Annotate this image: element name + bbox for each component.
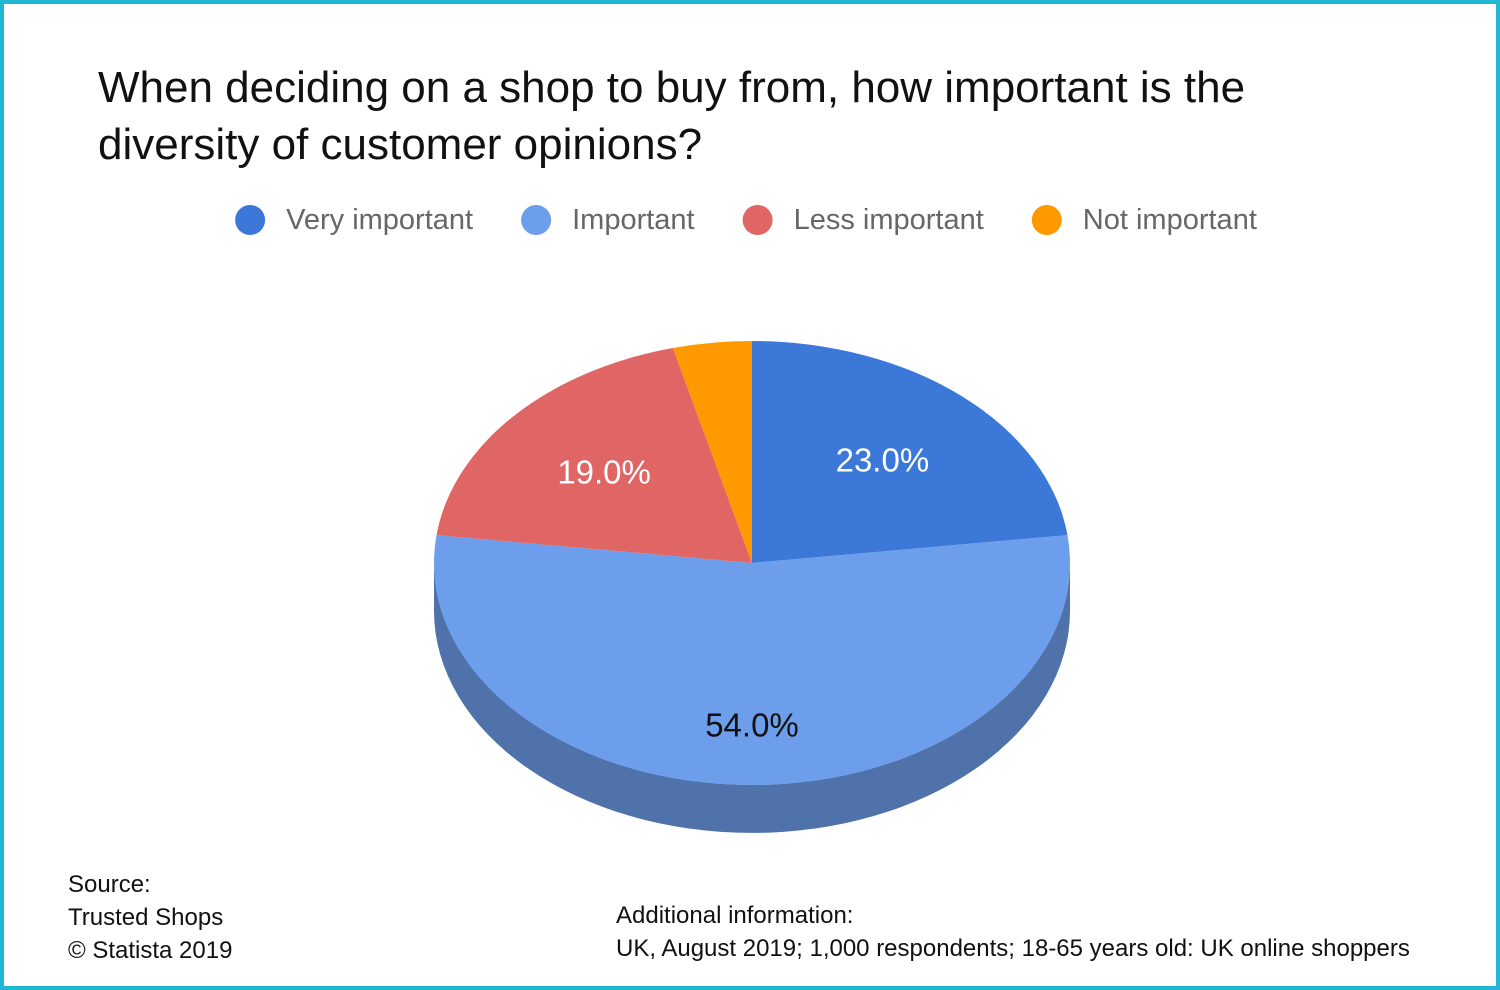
- legend: Very important Important Less important Not…: [235, 204, 1257, 236]
- legend-marker: [742, 205, 773, 235]
- legend-item: Very important: [235, 204, 473, 236]
- slice: [436, 347, 752, 563]
- legend-item: Important: [521, 204, 695, 236]
- slice: [672, 341, 752, 563]
- slice: [433, 535, 1070, 786]
- info-line: Additional information:: [616, 902, 854, 929]
- legend-item: Not important: [1031, 204, 1257, 236]
- legend-label: Not important: [1083, 204, 1257, 236]
- legend-marker: [521, 205, 552, 235]
- legend-label: Very important: [286, 204, 473, 236]
- legend-item: Less important: [742, 204, 984, 236]
- legend-label: Less important: [794, 204, 984, 236]
- chart-title: When deciding on a shop to buy from, how…: [98, 63, 1246, 169]
- data-label: 54.0%: [705, 707, 799, 744]
- data-label: 19.0%: [557, 453, 651, 490]
- additional-info: Additional information: UK, August 2019; …: [616, 899, 1410, 965]
- legend-label: Important: [572, 204, 695, 236]
- slice: [752, 341, 1068, 563]
- info-line: UK, August 2019; 1,000 respondents; 18-6…: [616, 935, 1410, 962]
- legend-marker: [235, 205, 266, 235]
- source: Source: Trusted Shops © Statista 2019: [68, 868, 232, 967]
- legend-marker: [1031, 205, 1062, 235]
- source-line: Source:: [68, 871, 151, 898]
- slice-side: [434, 563, 1070, 833]
- source-line: © Statista 2019: [68, 937, 233, 964]
- source-line: Trusted Shops: [68, 904, 224, 931]
- pie-sides: [434, 563, 1070, 833]
- data-label: 23.0%: [836, 441, 930, 478]
